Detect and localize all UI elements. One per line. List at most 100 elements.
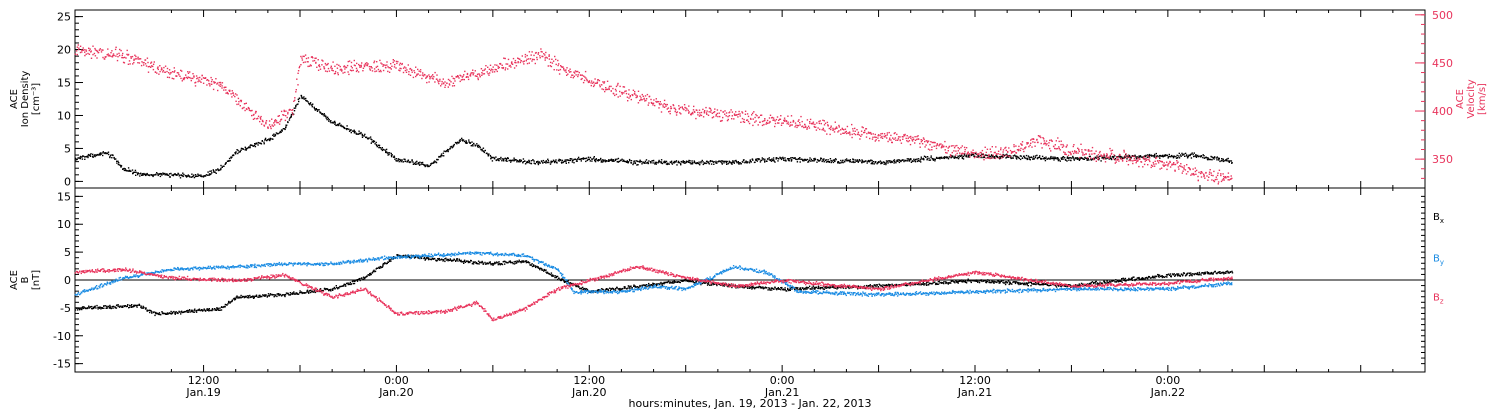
data-point [1171,164,1173,166]
data-point [628,97,630,99]
data-point [870,162,872,165]
data-point [461,76,463,78]
data-point [542,159,545,162]
data-point [572,74,574,76]
data-point [314,109,316,111]
legend-entry-by: By [1433,254,1444,267]
data-point [463,262,465,264]
data-point [561,159,564,162]
data-point [463,260,466,263]
data-point [660,161,663,163]
data-point [428,76,431,78]
data-point [1152,165,1154,167]
data-point [961,152,964,155]
data-point [690,280,693,283]
data-point [647,162,649,165]
data-point [611,160,613,162]
data-point [1126,158,1128,160]
data-point [1154,160,1156,162]
data-point [514,159,516,161]
data-point [1160,160,1162,163]
data-point [673,162,676,164]
data-point [863,131,865,134]
data-point [295,89,297,91]
data-point [446,148,449,151]
data-point [237,97,240,100]
data-point [735,159,737,162]
data-point [715,115,717,117]
data-point [1024,157,1026,159]
data-point [670,281,672,283]
data-point [808,127,811,129]
data-point [288,294,290,296]
data-point [960,153,963,155]
data-point [369,273,371,275]
data-point [1013,150,1016,153]
data-point [1213,158,1215,160]
data-point [481,72,483,74]
data-point [1181,166,1183,168]
data-point [355,133,358,135]
data-point [1123,151,1125,153]
data-point [990,155,992,158]
data-point [458,258,460,260]
data-point [841,161,843,163]
data-point [337,73,339,76]
data-point [597,79,599,81]
data-point [701,282,703,285]
data-point [777,287,779,289]
data-point [1126,160,1128,162]
data-point [150,66,152,68]
data-point [986,154,989,157]
data-point [1189,154,1191,157]
data-point [334,120,336,123]
data-point [490,263,492,266]
data-point [617,157,620,160]
data-point [614,94,616,97]
data-point [316,289,318,291]
data-point [301,59,304,61]
data-point [441,155,443,157]
data-point [633,160,635,162]
data-point [787,115,789,117]
data-point [1110,158,1113,161]
data-point [481,148,483,151]
data-point [214,309,216,311]
data-point [1108,156,1110,158]
data-point [246,108,248,111]
data-point [946,152,948,154]
data-point [297,70,300,72]
data-point [700,114,703,117]
data-point [449,258,451,260]
data-point [737,113,740,115]
data-point [188,175,191,177]
data-point [89,154,91,156]
data-point [945,151,947,154]
data-point [253,113,255,116]
data-point [1220,180,1223,183]
data-point [620,159,622,161]
data-point [846,125,849,128]
data-point [519,161,521,163]
data-point [531,263,533,265]
data-point [919,159,922,161]
data-point [269,138,271,141]
data-point [129,306,131,308]
data-point [521,55,523,57]
data-point [548,58,551,60]
data-point [442,78,444,80]
data-point [577,75,579,78]
data-point [1164,154,1167,156]
data-point [485,65,487,67]
data-point [102,56,104,59]
data-point [777,288,779,290]
data-point [955,150,957,152]
data-point [87,156,89,159]
data-point [127,53,130,56]
data-point [1149,157,1151,159]
data-point [299,65,301,68]
data-point [669,110,671,112]
data-point [765,160,768,162]
data-point [287,292,289,295]
data-point [493,157,496,159]
